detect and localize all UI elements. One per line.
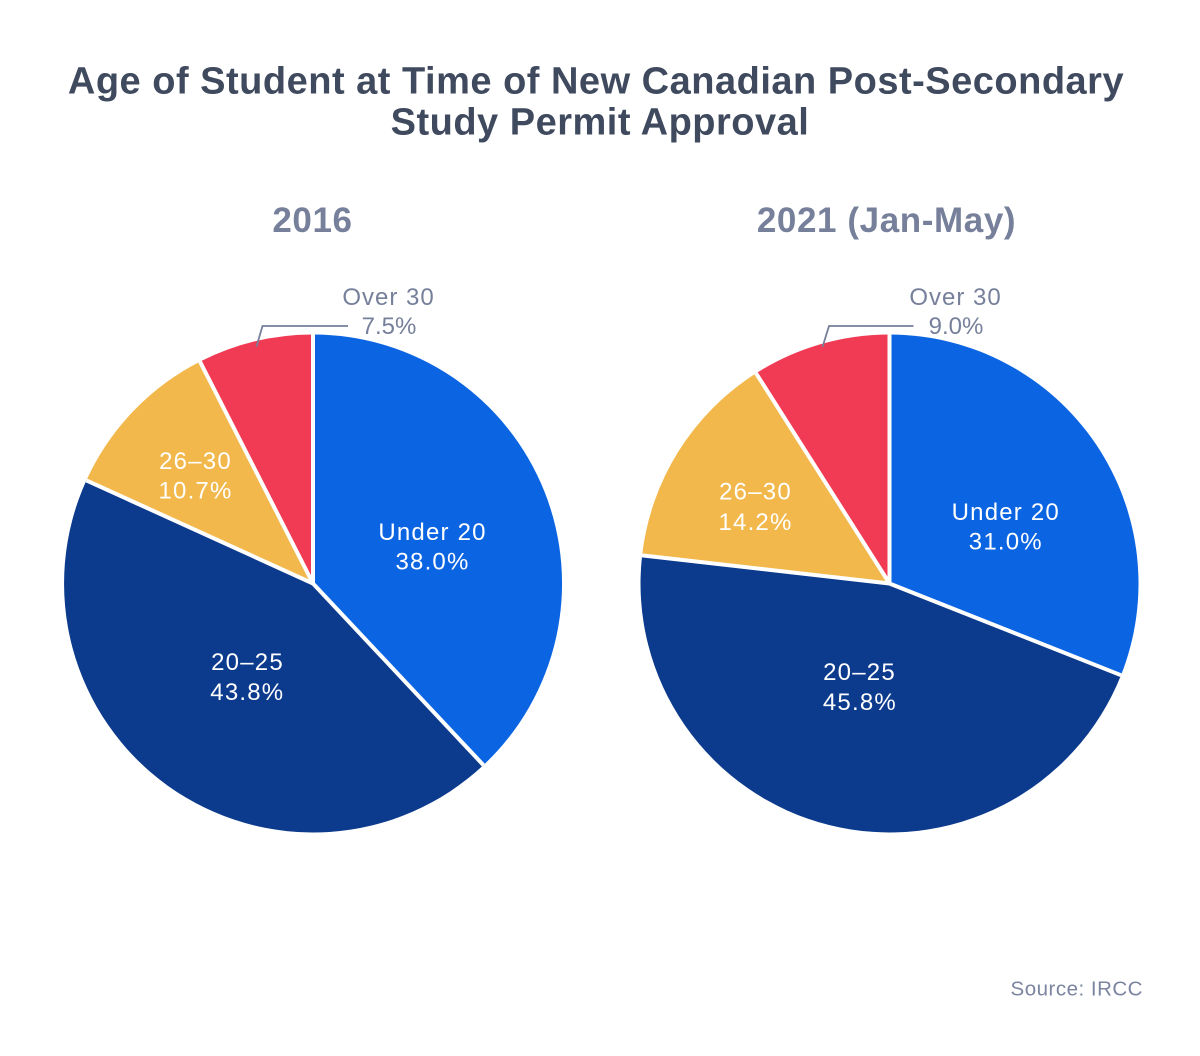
svg-text:26–30: 26–30 bbox=[719, 479, 792, 506]
svg-text:38.0%: 38.0% bbox=[395, 549, 469, 576]
svg-text:Under 20: Under 20 bbox=[952, 499, 1060, 526]
svg-text:Age of Student at Time of New: Age of Student at Time of New Canadian P… bbox=[68, 61, 1124, 103]
svg-text:14.2%: 14.2% bbox=[718, 509, 792, 536]
svg-text:Under 20: Under 20 bbox=[378, 519, 486, 546]
svg-text:9.0%: 9.0% bbox=[929, 313, 984, 340]
svg-text:Over 30: Over 30 bbox=[342, 284, 434, 311]
svg-text:26–30: 26–30 bbox=[159, 448, 232, 475]
svg-text:31.0%: 31.0% bbox=[969, 529, 1043, 556]
svg-text:2021 (Jan-May): 2021 (Jan-May) bbox=[757, 201, 1016, 240]
svg-text:Over 30: Over 30 bbox=[909, 284, 1001, 311]
svg-text:Source: IRCC: Source: IRCC bbox=[1011, 978, 1143, 1001]
svg-text:10.7%: 10.7% bbox=[158, 478, 232, 505]
svg-text:Study Permit Approval: Study Permit Approval bbox=[391, 102, 810, 144]
svg-text:20–25: 20–25 bbox=[211, 649, 284, 676]
svg-text:7.5%: 7.5% bbox=[362, 313, 417, 340]
svg-text:43.8%: 43.8% bbox=[210, 679, 284, 706]
svg-text:45.8%: 45.8% bbox=[823, 689, 897, 716]
svg-text:2016: 2016 bbox=[272, 201, 352, 240]
svg-text:20–25: 20–25 bbox=[823, 659, 896, 686]
